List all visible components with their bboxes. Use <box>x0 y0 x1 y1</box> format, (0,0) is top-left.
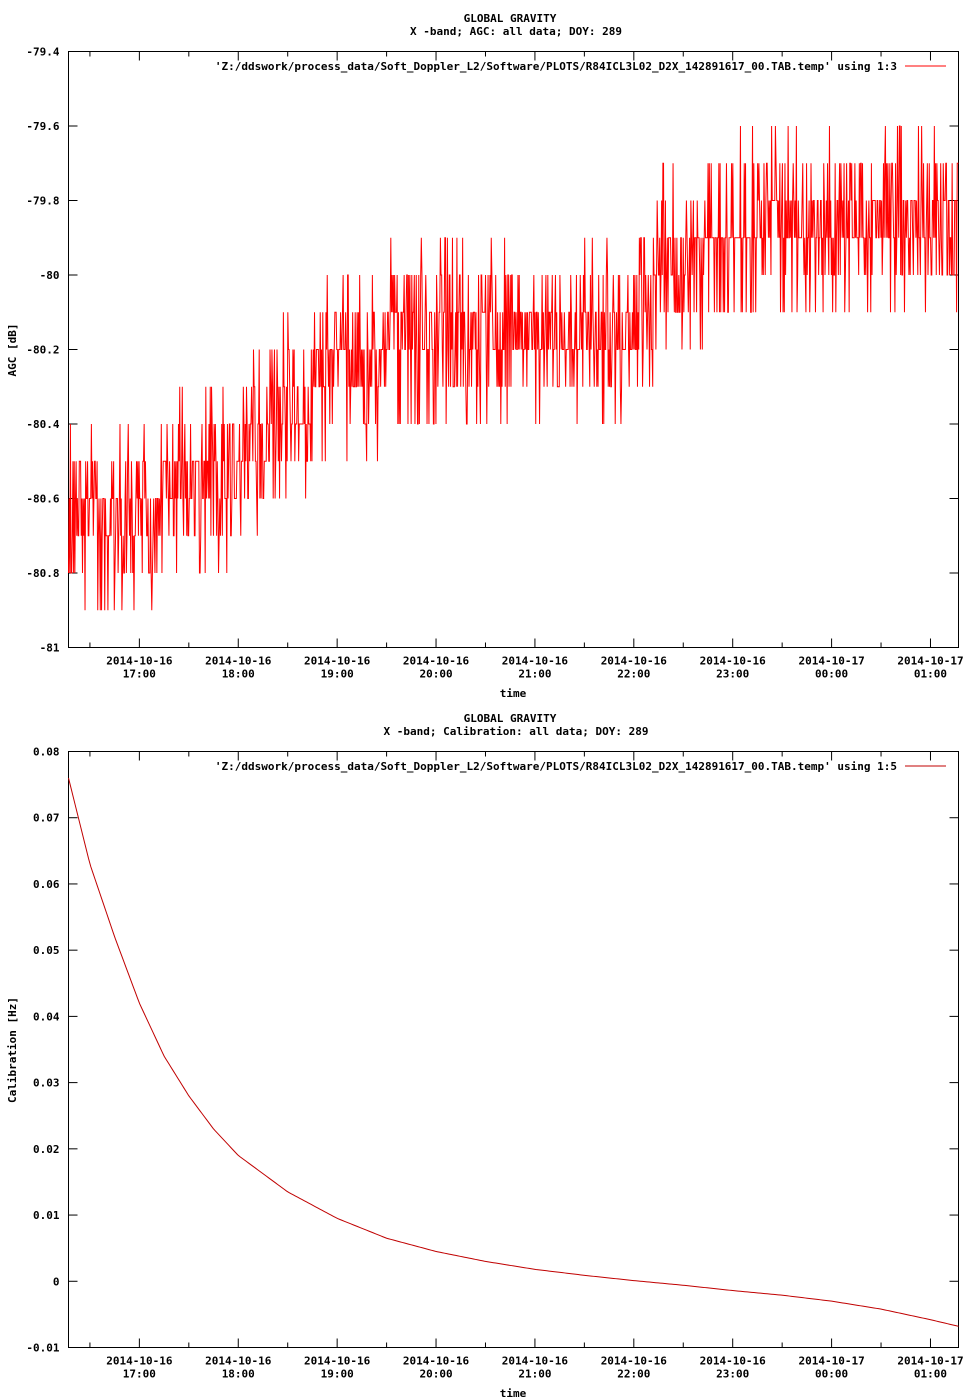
x-tick-date-label: 2014-10-16 <box>700 655 767 668</box>
y-tick-label: 0.04 <box>33 1010 60 1023</box>
y-tick-label: 0.02 <box>33 1143 60 1156</box>
x-tick-date-label: 2014-10-16 <box>106 655 173 668</box>
y-tick-label: -79.8 <box>26 195 59 208</box>
x-tick-time-label: 18:00 <box>222 668 255 681</box>
x-axis-label: time <box>500 1387 527 1400</box>
x-tick-time-label: 18:00 <box>222 1368 255 1381</box>
x-tick-time-label: 20:00 <box>419 668 452 681</box>
x-tick-time-label: 23:00 <box>716 668 749 681</box>
x-tick-time-label: 21:00 <box>518 668 551 681</box>
x-tick-time-label: 00:00 <box>815 1368 848 1381</box>
y-tick-label: -79.4 <box>26 46 59 59</box>
series-line <box>68 125 959 611</box>
y-axis-label: AGC [dB] <box>6 324 19 377</box>
x-tick-time-label: 19:00 <box>321 1368 354 1381</box>
x-tick-time-label: 20:00 <box>419 1368 452 1381</box>
y-axis-ticks: 0.08 0.07 0.06 0.05 0.04 0.03 0.02 0.01 0 -0.01 <box>26 746 959 1355</box>
x-tick-time-label: 01:00 <box>914 1368 947 1381</box>
x-tick-time-label: 19:00 <box>321 668 354 681</box>
x-tick-date-label: 2014-10-17 <box>798 1355 864 1368</box>
x-tick-date-label: 2014-10-16 <box>403 1355 470 1368</box>
x-tick-time-label: 21:00 <box>518 1368 551 1381</box>
x-tick-date-label: 2014-10-16 <box>304 1355 371 1368</box>
plot-frame <box>68 751 959 1348</box>
x-tick-date-label: 2014-10-17 <box>897 1355 963 1368</box>
x-tick-date-label: 2014-10-16 <box>700 1355 767 1368</box>
y-tick-label: -80 <box>40 269 60 282</box>
series-line <box>68 777 959 1327</box>
y-tick-label: -80.2 <box>26 344 59 357</box>
y-tick-label: 0.01 <box>33 1209 60 1222</box>
x-axis-ticks: 2014-10-1617:002014-10-1618:002014-10-16… <box>89 51 964 681</box>
y-tick-label: 0.03 <box>33 1077 60 1090</box>
y-tick-label: -80.6 <box>26 493 59 506</box>
x-tick-date-label: 2014-10-16 <box>304 655 371 668</box>
x-tick-time-label: 01:00 <box>914 668 947 681</box>
y-axis-ticks: -79.4 -79.6 -79.8 -80 -80.2 -80.4 -80.6 -80.8 -8… <box>26 46 959 655</box>
x-tick-time-label: 22:00 <box>617 1368 650 1381</box>
chart-title: GLOBAL GRAVITY <box>464 712 557 725</box>
legend-label: 'Z:/ddswork/process_data/Soft_Doppler_L2… <box>215 60 897 73</box>
x-axis-label: time <box>500 687 527 700</box>
x-tick-date-label: 2014-10-17 <box>798 655 864 668</box>
x-tick-time-label: 17:00 <box>123 1368 156 1381</box>
x-tick-time-label: 17:00 <box>123 668 156 681</box>
calibration-series <box>68 777 959 1327</box>
x-tick-date-label: 2014-10-17 <box>897 655 963 668</box>
y-tick-label: -0.01 <box>26 1342 59 1355</box>
x-tick-date-label: 2014-10-16 <box>205 655 272 668</box>
y-tick-label: 0.05 <box>33 944 60 957</box>
y-tick-label: 0 <box>53 1275 60 1288</box>
x-tick-date-label: 2014-10-16 <box>601 655 668 668</box>
chart-title: GLOBAL GRAVITY <box>464 12 557 25</box>
y-axis-label: Calibration [Hz] <box>6 997 19 1103</box>
legend-label: 'Z:/ddswork/process_data/Soft_Doppler_L2… <box>215 760 897 773</box>
x-tick-date-label: 2014-10-16 <box>106 1355 173 1368</box>
y-tick-label: -80.4 <box>26 418 59 431</box>
calibration-chart: GLOBAL GRAVITY X -band; Calibration: all… <box>6 712 964 1400</box>
x-tick-date-label: 2014-10-16 <box>502 1355 569 1368</box>
chart-subtitle: X -band; Calibration: all data; DOY: 289 <box>384 725 649 738</box>
x-tick-time-label: 22:00 <box>617 668 650 681</box>
x-tick-date-label: 2014-10-16 <box>502 655 569 668</box>
y-tick-label: -81 <box>40 642 60 655</box>
x-axis-ticks: 2014-10-1617:002014-10-1618:002014-10-16… <box>89 751 964 1381</box>
agc-series <box>68 125 959 611</box>
y-tick-label: -80.8 <box>26 567 59 580</box>
y-tick-label: -79.6 <box>26 120 59 133</box>
agc-chart: GLOBAL GRAVITY X -band; AGC: all data; D… <box>6 12 964 700</box>
x-tick-date-label: 2014-10-16 <box>205 1355 272 1368</box>
y-tick-label: 0.07 <box>33 812 60 825</box>
chart-subtitle: X -band; AGC: all data; DOY: 289 <box>410 25 622 38</box>
y-tick-label: 0.08 <box>33 746 60 759</box>
x-tick-time-label: 00:00 <box>815 668 848 681</box>
x-tick-time-label: 23:00 <box>716 1368 749 1381</box>
x-tick-date-label: 2014-10-16 <box>601 1355 668 1368</box>
y-tick-label: 0.06 <box>33 878 60 891</box>
x-tick-date-label: 2014-10-16 <box>403 655 470 668</box>
